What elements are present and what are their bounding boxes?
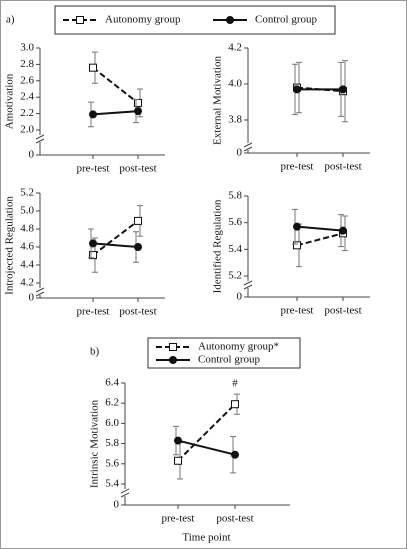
- point: [134, 107, 142, 116]
- y-axis-label: Identified Regulation: [212, 199, 224, 293]
- x-tick-label: pre-test: [281, 305, 314, 317]
- y-tick-label: 5.6: [105, 457, 119, 469]
- legend-marker: [226, 16, 234, 24]
- y-tick-label: 0: [237, 147, 243, 159]
- y-tick-label: 2.0: [20, 124, 34, 136]
- point: [231, 400, 239, 409]
- y-tick-label: 3.0: [20, 42, 34, 54]
- y-tick-label: 5.4: [105, 478, 119, 490]
- panel-label: a): [6, 14, 15, 26]
- y-axis-label: Introjected Regulation: [4, 196, 16, 295]
- y-tick-label: 4.2: [20, 277, 34, 289]
- series-line: [296, 232, 344, 247]
- y-tick-label: 2.4: [20, 91, 34, 103]
- point: [339, 226, 347, 235]
- point: [293, 85, 301, 94]
- series-line: [177, 439, 236, 456]
- legend-box: [54, 5, 336, 35]
- axis-break: [120, 488, 130, 498]
- axis-break: [243, 280, 253, 290]
- y-tick-label: 4.8: [20, 223, 34, 235]
- y-tick-label: 5.0: [20, 205, 34, 217]
- panel-label: b): [90, 346, 100, 358]
- y-tick-label: 3.8: [228, 114, 242, 126]
- series-line: [296, 225, 344, 232]
- x-tick-label: post-test: [324, 161, 361, 173]
- y-axis-label: Intrinsic Motivation: [89, 399, 101, 488]
- y-tick-label: 5.8: [228, 190, 242, 202]
- y-tick-label: 6.4: [105, 377, 119, 389]
- series-line: [177, 403, 236, 462]
- y-tick-label: 6.0: [105, 417, 119, 429]
- point: [231, 450, 239, 459]
- point: [134, 243, 142, 251]
- y-tick-label: 5.4: [228, 243, 242, 255]
- y-tick-label: 4.6: [20, 241, 34, 253]
- x-tick-label: pre-test: [281, 161, 314, 173]
- annotation: #: [232, 378, 238, 390]
- point: [89, 63, 97, 72]
- series-line: [92, 66, 139, 104]
- y-tick-label: 2.6: [20, 74, 34, 86]
- legend-label: Autonomy group*: [198, 341, 279, 353]
- y-tick-label: 2.8: [20, 58, 34, 70]
- x-tick-label: pre-test: [162, 513, 195, 525]
- y-tick-label: 4.2: [228, 42, 242, 54]
- point: [174, 436, 182, 445]
- x-tick-label: pre-test: [77, 306, 110, 318]
- y-tick-label: 5.2: [228, 270, 242, 282]
- legend-marker: [169, 356, 177, 364]
- y-tick-label: 5.6: [228, 216, 242, 228]
- series-line: [92, 220, 139, 256]
- y-tick-label: 6.2: [105, 397, 119, 409]
- y-axis-label: External Motivation: [212, 56, 224, 145]
- x-tick-label: pre-test: [77, 163, 110, 175]
- y-tick-label: 5.2: [20, 187, 34, 199]
- axis-break: [243, 142, 253, 152]
- legend-label: Control group: [255, 14, 318, 26]
- axis-break: [35, 134, 45, 144]
- point: [174, 456, 182, 465]
- x-tick-label: post-test: [324, 305, 361, 317]
- y-tick-label: 0: [237, 291, 243, 303]
- point: [339, 85, 347, 94]
- legend-label: Autonomy group: [105, 14, 181, 26]
- y-tick-label: 4.4: [20, 259, 34, 271]
- point: [293, 222, 301, 231]
- point: [89, 239, 97, 248]
- y-tick-label: 2.2: [20, 107, 34, 119]
- x-tick-label: post-test: [216, 513, 253, 525]
- series-line: [92, 110, 139, 116]
- x-axis-label: Time point: [182, 532, 230, 544]
- point: [134, 216, 142, 225]
- series-line: [92, 242, 139, 248]
- point: [89, 110, 97, 119]
- y-tick-label: 0: [29, 292, 35, 304]
- y-tick-label: 4.0: [228, 78, 242, 90]
- y-tick-label: 5.8: [105, 437, 119, 449]
- y-axis-label: Amotivation: [4, 73, 16, 129]
- legend-marker: [76, 16, 84, 24]
- point: [293, 241, 301, 250]
- point: [89, 251, 97, 260]
- x-tick-label: post-test: [119, 306, 156, 318]
- axis-break: [35, 287, 45, 297]
- y-tick-label: 0: [29, 149, 35, 161]
- legend-marker: [169, 343, 177, 351]
- x-tick-label: post-test: [119, 163, 156, 175]
- y-tick-label: 0: [114, 499, 120, 511]
- legend-label: Control group: [198, 354, 261, 366]
